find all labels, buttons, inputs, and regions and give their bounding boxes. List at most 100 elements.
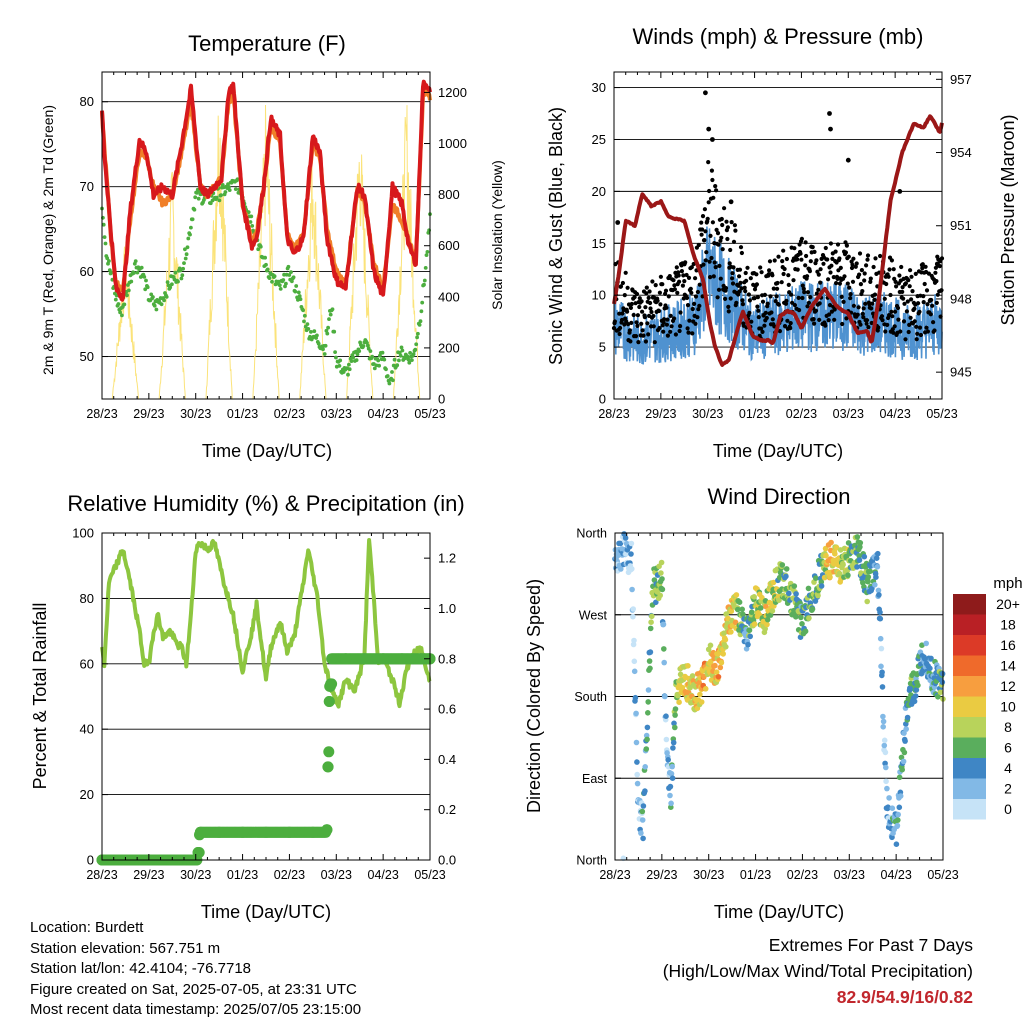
gust-point [792, 246, 797, 251]
gust-point [782, 324, 788, 329]
gust-point [678, 310, 683, 315]
gust-point [795, 267, 800, 272]
x-tick-label: 29/23 [133, 407, 164, 421]
color-scale-label: 8 [1004, 719, 1012, 735]
dew-point-point [277, 283, 282, 288]
direction-point [670, 739, 677, 746]
direction-point [897, 793, 904, 799]
gust-point [810, 245, 815, 250]
gust-point [899, 264, 904, 270]
direction-point [877, 635, 884, 642]
gust-point [648, 306, 653, 311]
gust-point [709, 255, 714, 261]
gust-point [921, 294, 926, 299]
dew-point-point [267, 276, 272, 280]
dew-point-point [357, 349, 362, 353]
direction-point [658, 570, 664, 576]
gust-point [697, 303, 702, 308]
dew-point-point [351, 355, 356, 360]
direction-point [639, 817, 646, 823]
y-tick-label: 80 [80, 591, 94, 606]
dew-point-point [180, 273, 185, 278]
gust-point [821, 261, 826, 266]
gust-point [896, 317, 901, 322]
gust-point [700, 214, 706, 219]
gust-point [912, 319, 917, 324]
gust-point [816, 272, 821, 277]
dew-point-point [400, 348, 405, 353]
direction-point [937, 689, 944, 696]
gust-point [804, 253, 809, 259]
dew-point-point [368, 349, 373, 353]
gust-point [900, 289, 905, 294]
gust-point [933, 270, 938, 275]
gust-point [667, 274, 672, 279]
gust-point [623, 270, 628, 275]
dew-point-point [101, 222, 106, 227]
dew-point-point [330, 307, 335, 312]
direction-point [856, 557, 863, 563]
gust-point [759, 326, 764, 331]
direction-point [633, 710, 639, 717]
gust-point [688, 286, 693, 291]
x-tick-label: 05/23 [926, 407, 957, 421]
gust-point [640, 328, 645, 333]
dew-point-point [183, 247, 187, 252]
gust-point [730, 271, 735, 276]
gust-point [669, 324, 674, 329]
color-scale-label: 4 [1004, 760, 1012, 776]
dew-point-point [337, 364, 342, 368]
relative-humidity-series [100, 538, 432, 709]
gust-point [725, 236, 730, 242]
gust-point [705, 216, 710, 221]
gust-point [902, 301, 907, 306]
gust-point [625, 309, 630, 314]
gust-point [625, 285, 630, 290]
gust-point [684, 272, 689, 278]
direction-point [748, 609, 755, 615]
gust-point [731, 239, 737, 244]
station-info: Location: Burdett Station elevation: 567… [30, 918, 361, 1021]
direction-point [685, 663, 691, 669]
direction-point [923, 640, 929, 647]
direction-point [638, 830, 644, 836]
y-tick-label: South [574, 690, 607, 704]
dew-point-point [418, 319, 423, 324]
gust-point [782, 266, 787, 272]
direction-point [822, 545, 829, 552]
dew-point-point [423, 266, 428, 270]
gust-point [749, 319, 754, 324]
dew-point-point [173, 270, 178, 275]
dew-point-point [302, 319, 306, 324]
direction-point [895, 811, 901, 818]
gust-point [671, 316, 677, 321]
direction-point [880, 713, 886, 720]
x-tick-label: 30/23 [180, 407, 211, 421]
gust-point [883, 329, 888, 334]
gust-point [850, 279, 856, 284]
direction-point [875, 587, 882, 594]
direction-point [628, 540, 635, 547]
gust-point [909, 297, 914, 302]
direction-x-label: Time (Day/UTC) [714, 902, 844, 922]
direction-point [854, 534, 861, 540]
gust-point [619, 317, 625, 323]
direction-point [643, 746, 650, 752]
precip-point [192, 847, 204, 858]
gust-point [817, 317, 822, 322]
gust-point [925, 302, 930, 307]
gust-point [924, 325, 929, 330]
gust-point [931, 320, 936, 325]
direction-point [715, 674, 722, 680]
dew-point-point [188, 232, 192, 237]
figure-created: Figure created on Sat, 2025-07-05, at 23… [30, 980, 357, 998]
gust-point [865, 257, 870, 262]
direction-point [827, 574, 833, 580]
gust-point [825, 257, 830, 262]
direction-point [646, 658, 653, 664]
dew-point-point [302, 313, 307, 318]
gust-point [634, 291, 640, 297]
gust-point [853, 264, 858, 269]
gust-point [697, 282, 702, 287]
dew-point-point [122, 302, 127, 307]
